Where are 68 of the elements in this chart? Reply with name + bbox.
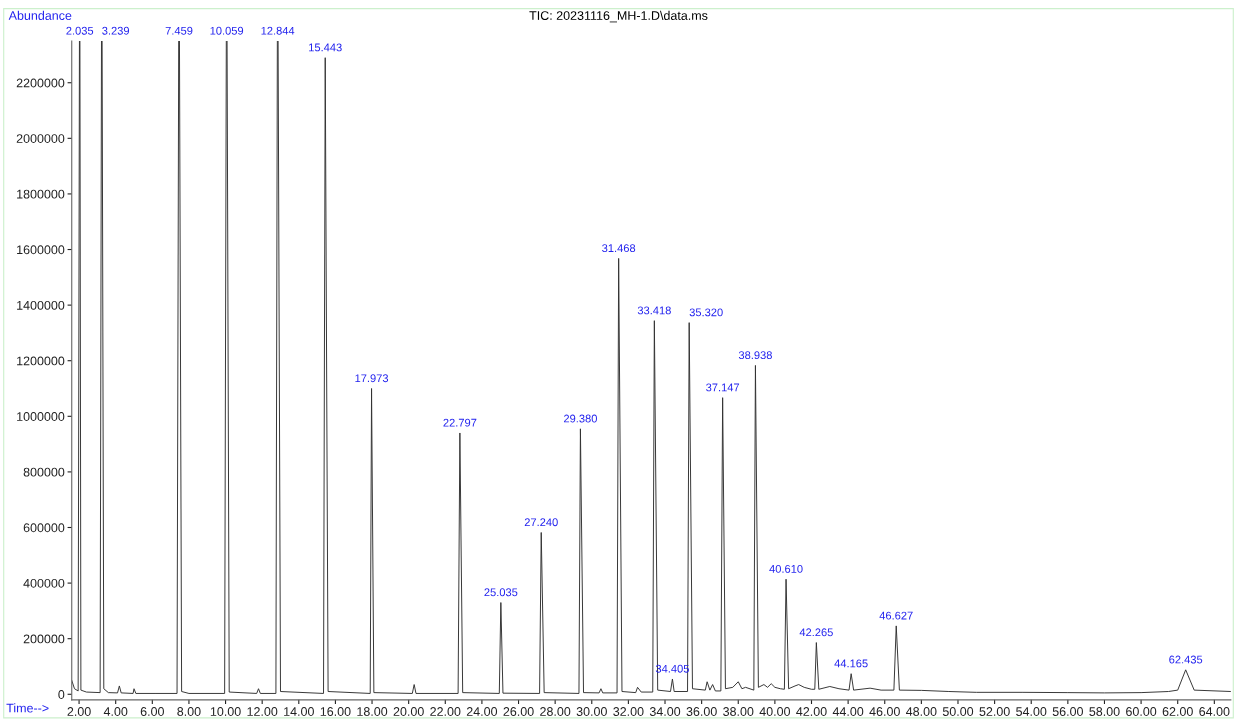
y-tick-label: 1800000: [17, 189, 65, 199]
x-tick-label: 44.00: [832, 707, 864, 716]
x-tick-label: 6.00: [140, 707, 164, 716]
annotation: 25.035: [484, 588, 518, 597]
x-tick-label: 52.00: [979, 707, 1010, 716]
x-tick-label: 40.00: [759, 707, 791, 716]
x-tick-label: 16.00: [320, 707, 351, 716]
x-tick-label: 4.00: [103, 707, 128, 716]
x-tick-label: 20.00: [393, 707, 424, 716]
x-tick-label: 26.00: [503, 707, 534, 716]
x-tick-label: 30.00: [576, 707, 607, 716]
x-tick-label: 64.00: [1199, 707, 1230, 716]
x-tick-label: 12.00: [247, 707, 278, 716]
annotation: 3.239: [102, 26, 130, 35]
annotation: 29.380: [563, 414, 597, 423]
x-tick-label: 36.00: [686, 707, 717, 716]
x-tick-label: 48.00: [906, 707, 937, 716]
x-tick-label: 8.00: [177, 707, 201, 716]
x-tick-label: 18.00: [357, 707, 388, 716]
x-tick-label: 2.00: [67, 707, 91, 716]
x-tick-label: 58.00: [1089, 707, 1120, 716]
y-tick-label: 1400000: [17, 300, 65, 310]
annotation: 44.165: [834, 659, 868, 668]
x-tick-label: 46.00: [869, 707, 900, 716]
annotation: 22.797: [443, 418, 477, 427]
x-tick-label: 54.00: [1016, 707, 1047, 716]
annotation: 40.610: [769, 564, 803, 573]
y-tick-label: 400000: [23, 578, 65, 588]
annotation: 46.627: [879, 611, 913, 620]
x-tick-label: 28.00: [540, 707, 571, 716]
annotation: 15.443: [309, 43, 342, 52]
annotation: 62.435: [1169, 655, 1203, 664]
y-tick-label: 1000000: [17, 412, 65, 421]
y-tick-label: 200000: [23, 634, 65, 644]
annotation: 38.938: [738, 351, 772, 360]
annotation: 33.418: [637, 306, 671, 315]
x-tick-label: 38.00: [723, 707, 754, 716]
y-axis-title: Abundance: [8, 10, 72, 20]
annotation: 2.035: [66, 26, 94, 35]
y-tick-label: 600000: [23, 523, 65, 533]
x-tick-label: 56.00: [1052, 707, 1083, 716]
annotation: 17.973: [355, 374, 389, 383]
y-tick-label: 800000: [23, 467, 65, 477]
x-tick-label: 10.00: [210, 707, 241, 716]
x-tick-label: 42.00: [796, 707, 827, 716]
y-tick-label: 2000000: [16, 134, 65, 143]
y-tick-label: 2200000: [16, 78, 65, 88]
x-tick-label: 60.00: [1126, 707, 1157, 716]
y-tick-label: 1600000: [17, 245, 65, 255]
annotation: 7.459: [165, 26, 193, 35]
annotation: 37.147: [706, 383, 740, 392]
annotation: 12.844: [261, 26, 295, 35]
y-tick-label: 1200000: [17, 356, 65, 366]
annotation: 35.320: [689, 308, 723, 317]
x-axis-title: Time-->: [6, 703, 49, 713]
chart-title: TIC: 20231116_MH-1.D\data.ms: [529, 10, 708, 23]
annotation: 42.265: [799, 628, 833, 637]
x-tick-label: 22.00: [430, 707, 461, 716]
x-tick-label: 34.00: [649, 707, 681, 716]
x-tick-label: 24.00: [466, 707, 498, 716]
x-tick-label: 14.00: [284, 707, 314, 716]
x-tick-label: 50.00: [942, 707, 974, 716]
annotation: 27.240: [524, 518, 558, 527]
y-tick-label: 0: [58, 690, 65, 699]
x-tick-label: 32.00: [613, 707, 644, 716]
annotation: 31.468: [602, 244, 636, 253]
x-tick-label: 62.00: [1162, 707, 1193, 716]
annotation: 10.059: [210, 26, 244, 35]
